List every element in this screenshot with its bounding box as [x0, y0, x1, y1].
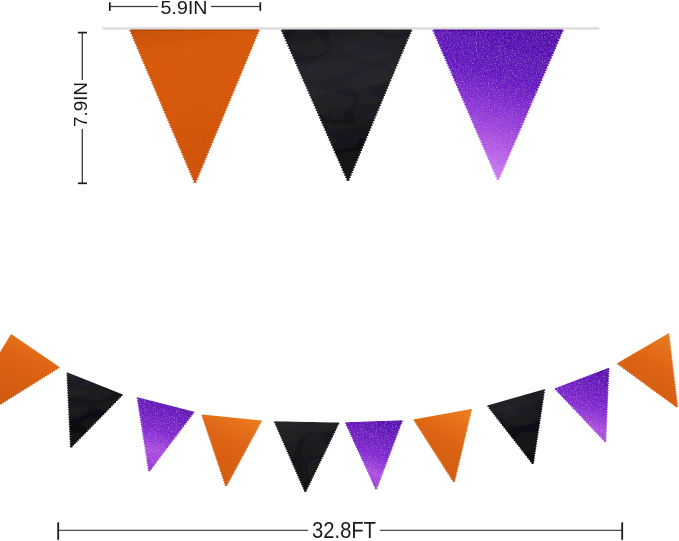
svg-text:5.9IN: 5.9IN [161, 0, 208, 18]
svg-text:7.9IN: 7.9IN [71, 82, 91, 127]
svg-text:32.8FT: 32.8FT [312, 517, 376, 541]
